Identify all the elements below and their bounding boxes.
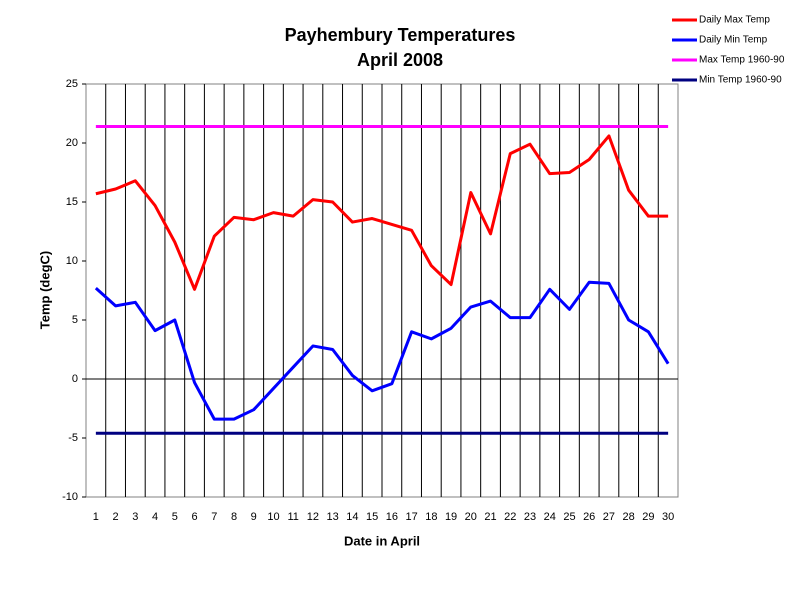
y-tick-label: 5 <box>72 314 78 326</box>
x-tick-label: 29 <box>642 511 654 523</box>
y-axis-label: Temp (degC) <box>37 251 52 329</box>
x-tick-label: 19 <box>445 511 457 523</box>
x-tick-label: 6 <box>191 511 197 523</box>
x-tick-label: 13 <box>327 511 339 523</box>
x-tick-label: 15 <box>366 511 378 523</box>
y-tick-label: 15 <box>66 196 78 208</box>
x-tick-label: 25 <box>563 511 575 523</box>
x-tick-label: 4 <box>152 511 158 523</box>
y-tick-label: 0 <box>72 373 78 385</box>
y-tick-label: 25 <box>66 78 78 90</box>
y-tick-label: 10 <box>66 255 78 267</box>
x-tick-label: 1 <box>93 511 99 523</box>
x-tick-label: 22 <box>504 511 516 523</box>
x-tick-label: 27 <box>603 511 615 523</box>
x-tick-label: 9 <box>251 511 257 523</box>
x-tick-label: 26 <box>583 511 595 523</box>
x-tick-label: 30 <box>662 511 674 523</box>
x-tick-label: 18 <box>425 511 437 523</box>
chart-title: Payhembury Temperatures <box>285 25 516 45</box>
x-axis-label: Date in April <box>344 533 420 548</box>
x-tick-label: 11 <box>287 511 298 523</box>
x-tick-label: 12 <box>307 511 319 523</box>
x-tick-label: 20 <box>465 511 477 523</box>
series-line <box>94 280 670 421</box>
x-tick-label: 17 <box>405 511 417 523</box>
x-tick-label: 8 <box>231 511 237 523</box>
legend-label: Max Temp 1960-90 <box>699 55 785 66</box>
y-tick-label: -10 <box>62 491 78 503</box>
y-tick-label: 20 <box>66 137 78 149</box>
x-tick-label: 24 <box>544 511 556 523</box>
legend-label: Daily Min Temp <box>699 35 768 46</box>
x-tick-label: 2 <box>113 511 119 523</box>
x-tick-label: 10 <box>267 511 279 523</box>
x-tick-label: 14 <box>346 511 358 523</box>
legend-label: Daily Max Temp <box>699 15 770 26</box>
legend: Daily Max Temp Daily Min Temp Max Temp 196… <box>672 15 785 86</box>
x-tick-label: 7 <box>211 511 217 523</box>
y-tick-label: -5 <box>68 432 78 444</box>
x-tick-label: 28 <box>623 511 635 523</box>
x-tick-label: 3 <box>132 511 138 523</box>
chart-subtitle: April 2008 <box>357 50 443 70</box>
legend-label: Min Temp 1960-90 <box>699 75 782 86</box>
x-tick-label: 5 <box>172 511 178 523</box>
x-tick-label: 21 <box>484 511 496 523</box>
x-tick-label: 16 <box>386 511 398 523</box>
series-line <box>95 134 669 291</box>
x-tick-label: 23 <box>524 511 536 523</box>
